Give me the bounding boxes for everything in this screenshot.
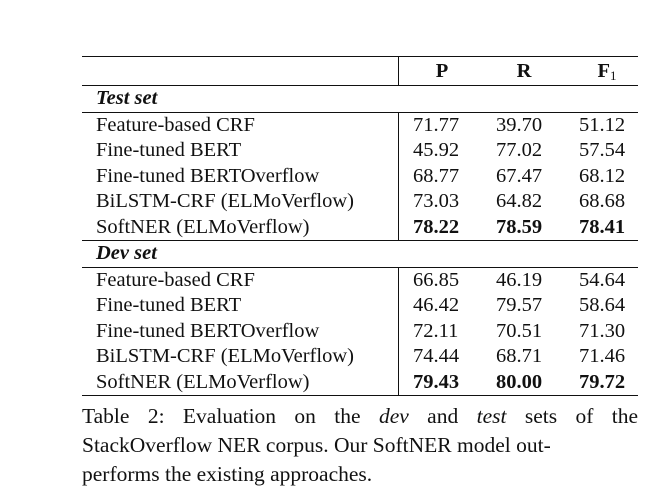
f1-value: 58.64 xyxy=(579,294,626,316)
recall-value: 80.00 xyxy=(496,370,543,393)
f1-value: 57.54 xyxy=(579,139,626,161)
model-name: Feature-based CRF xyxy=(96,113,255,136)
recall-value: 70.51 xyxy=(496,319,543,342)
caption-line-3: performs the existing approaches. xyxy=(82,462,373,486)
precision-value: 72.11 xyxy=(413,319,459,342)
column-separator xyxy=(398,267,399,293)
precision-value: 71.77 xyxy=(413,113,460,136)
recall-value: 46.19 xyxy=(496,268,543,291)
table-row: BiLSTM-CRF (ELMoVerflow) 73.03 64.82 68.… xyxy=(82,189,638,215)
caption-test-term: test xyxy=(476,404,507,428)
f1-value: 54.64 xyxy=(579,268,626,291)
section-title-test: Test set xyxy=(96,87,158,109)
precision-value: 79.43 xyxy=(413,370,460,393)
model-name: Fine-tuned BERTOverflow xyxy=(96,164,320,187)
column-separator xyxy=(398,318,399,344)
model-name: SoftNER (ELMoVerflow) xyxy=(96,215,310,238)
header-rule xyxy=(82,85,638,86)
f1-value: 78.41 xyxy=(579,215,626,238)
header-f1-subscript: 1 xyxy=(610,68,617,83)
caption-line-1: Table 2: Evaluation on the dev and test … xyxy=(82,402,638,431)
recall-value: 64.82 xyxy=(496,190,543,212)
table-bottom-rule xyxy=(82,395,638,396)
model-name: Fine-tuned BERT xyxy=(96,139,242,161)
table-row: Feature-based CRF 66.85 46.19 54.64 xyxy=(82,267,638,293)
precision-value: 74.44 xyxy=(413,345,460,367)
recall-value: 77.02 xyxy=(496,139,543,161)
model-name: BiLSTM-CRF (ELMoVerflow) xyxy=(96,190,354,212)
header-recall: R xyxy=(516,60,532,82)
section-title-row: Test set xyxy=(82,86,638,112)
precision-value: 73.03 xyxy=(413,190,460,212)
model-name: SoftNER (ELMoVerflow) xyxy=(96,370,310,393)
recall-value: 78.59 xyxy=(496,215,543,238)
f1-value: 79.72 xyxy=(579,370,626,393)
precision-value: 66.85 xyxy=(413,268,460,291)
precision-value: 46.42 xyxy=(413,294,460,316)
model-name: BiLSTM-CRF (ELMoVerflow) xyxy=(96,345,354,367)
f1-value: 51.12 xyxy=(579,113,626,136)
table-header-row: P R F1 xyxy=(82,57,638,85)
table-row: Fine-tuned BERTOverflow 72.11 70.51 71.3… xyxy=(82,318,638,344)
results-table: P R F1 Test set Feature-based CRF 71.77 … xyxy=(82,56,638,396)
recall-value: 79.57 xyxy=(496,294,543,316)
model-name: Feature-based CRF xyxy=(96,268,255,291)
caption-text: and xyxy=(427,404,459,428)
section-title-row: Dev set xyxy=(82,241,638,267)
table-row: Fine-tuned BERTOverflow 68.77 67.47 68.1… xyxy=(82,163,638,189)
table-row-best: SoftNER (ELMoVerflow) 78.22 78.59 78.41 xyxy=(82,214,638,240)
column-separator xyxy=(398,112,399,138)
column-separator xyxy=(398,138,399,164)
recall-value: 67.47 xyxy=(496,164,543,187)
column-separator xyxy=(398,57,399,85)
caption-dev-term: dev xyxy=(378,404,409,428)
recall-value: 39.70 xyxy=(496,113,543,136)
model-name: Fine-tuned BERT xyxy=(96,294,242,316)
table-caption: Table 2: Evaluation on the dev and test … xyxy=(82,402,638,489)
caption-line-2: StackOverflow NER corpus. Our SoftNER mo… xyxy=(82,433,551,457)
column-separator xyxy=(398,369,399,395)
f1-value: 68.12 xyxy=(579,164,626,187)
table-row: Fine-tuned BERT 46.42 79.57 58.64 xyxy=(82,293,638,319)
caption-label: Table 2: xyxy=(82,404,165,428)
column-separator xyxy=(398,214,399,240)
section-rule xyxy=(82,111,638,113)
header-precision: P xyxy=(435,60,449,82)
column-separator xyxy=(398,293,399,319)
section-title-dev: Dev set xyxy=(96,242,157,264)
precision-value: 78.22 xyxy=(413,215,460,238)
column-separator xyxy=(398,189,399,215)
precision-value: 68.77 xyxy=(413,164,460,187)
recall-value: 68.71 xyxy=(496,345,543,367)
caption-text: Evaluation on the xyxy=(182,404,361,428)
table-row-best: SoftNER (ELMoVerflow) 79.43 80.00 79.72 xyxy=(82,369,638,395)
header-f1: F1 xyxy=(587,57,627,90)
precision-value: 45.92 xyxy=(413,139,460,161)
section-rule xyxy=(82,266,638,268)
f1-value: 71.30 xyxy=(579,319,626,342)
table-row: Fine-tuned BERT 45.92 77.02 57.54 xyxy=(82,138,638,164)
section-rule xyxy=(82,240,638,241)
caption-text: sets of the xyxy=(524,404,639,428)
model-name: Fine-tuned BERTOverflow xyxy=(96,319,320,342)
table-row: BiLSTM-CRF (ELMoVerflow) 74.44 68.71 71.… xyxy=(82,344,638,370)
column-separator xyxy=(398,163,399,189)
f1-value: 68.68 xyxy=(579,190,626,212)
table-row: Feature-based CRF 71.77 39.70 51.12 xyxy=(82,112,638,138)
column-separator xyxy=(398,344,399,370)
header-f1-letter: F xyxy=(597,60,611,82)
f1-value: 71.46 xyxy=(579,345,626,367)
